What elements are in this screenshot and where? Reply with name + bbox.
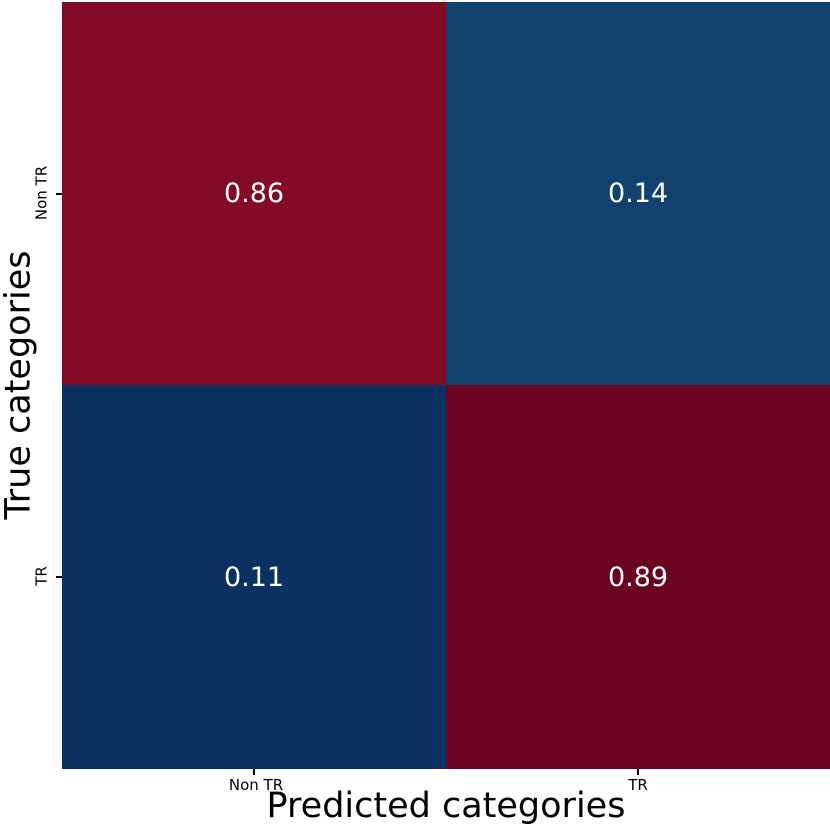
x-tick-label-nontr: Non TR bbox=[228, 776, 284, 794]
y-axis-tick-tr bbox=[56, 576, 62, 578]
x-tick-label-tr: TR bbox=[628, 776, 648, 794]
cell-value: 0.14 bbox=[607, 178, 669, 209]
heatmap-cell-tr-nontr: 0.11 bbox=[62, 385, 446, 769]
heatmap-plot-area: 0.86 0.14 0.11 0.89 bbox=[62, 2, 830, 769]
cell-value: 0.89 bbox=[607, 561, 669, 593]
heatmap-cell-nontr-nontr: 0.86 bbox=[62, 2, 446, 385]
x-axis-tick-nontr bbox=[253, 769, 255, 775]
heatmap-cell-tr-tr: 0.89 bbox=[446, 385, 830, 769]
y-axis-title: True categories bbox=[0, 250, 39, 520]
y-tick-label-tr: TR bbox=[32, 566, 51, 586]
heatmap-cell-nontr-tr: 0.14 bbox=[446, 2, 830, 385]
cell-value: 0.11 bbox=[223, 561, 285, 593]
x-axis-title: Predicted categories bbox=[266, 786, 626, 826]
x-axis-tick-tr bbox=[637, 769, 639, 775]
y-tick-label-nontr: Non TR bbox=[32, 165, 51, 221]
cell-value: 0.86 bbox=[223, 178, 285, 209]
y-axis-tick-nontr bbox=[56, 193, 62, 195]
